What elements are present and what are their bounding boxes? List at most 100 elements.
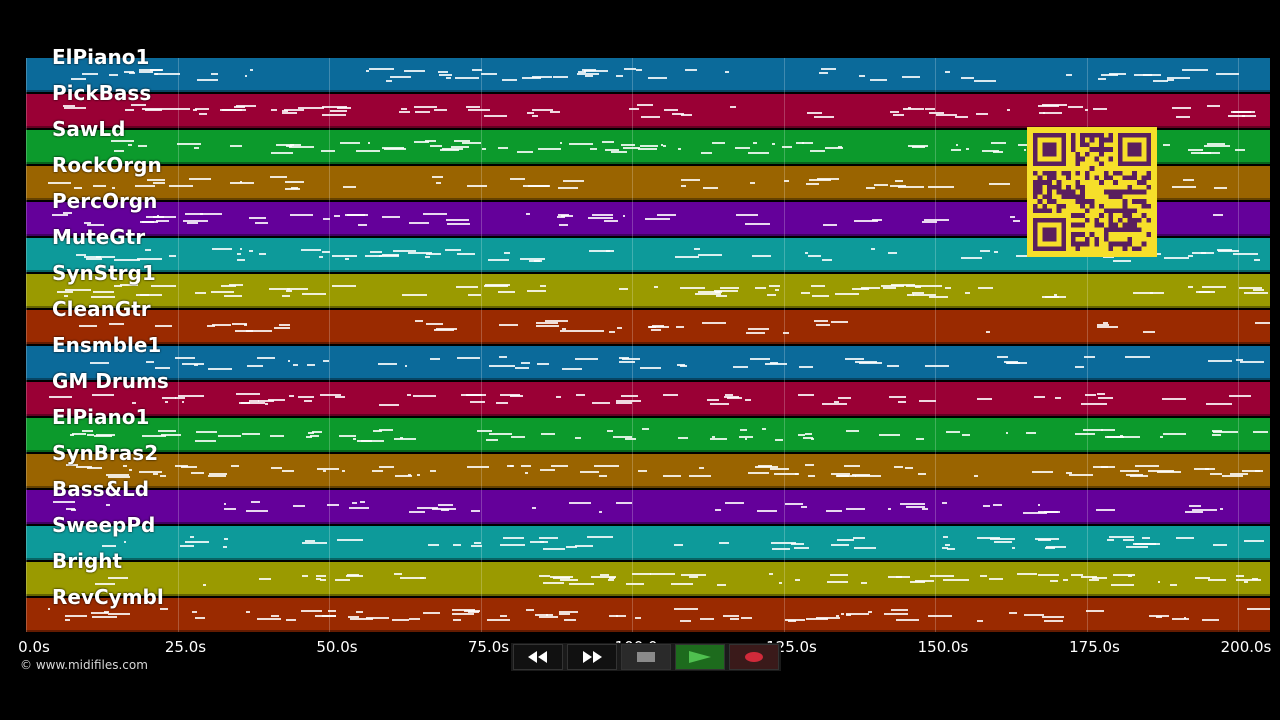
note <box>315 577 321 580</box>
note <box>1038 538 1051 541</box>
note <box>1012 220 1020 223</box>
note <box>392 249 416 252</box>
note <box>520 361 530 364</box>
note <box>802 437 814 440</box>
note <box>681 184 687 187</box>
note <box>1233 110 1255 113</box>
note <box>81 73 99 76</box>
note <box>1101 465 1115 468</box>
note <box>752 141 757 144</box>
note <box>589 147 597 150</box>
note <box>390 75 411 78</box>
note <box>343 185 356 188</box>
note <box>239 180 243 183</box>
note <box>86 223 104 226</box>
note <box>634 616 641 619</box>
note <box>1152 79 1168 82</box>
note <box>779 582 783 585</box>
note <box>874 183 889 186</box>
note <box>359 501 366 504</box>
note <box>1101 428 1115 431</box>
note <box>114 284 122 287</box>
note <box>1162 144 1171 147</box>
note <box>439 73 452 76</box>
note <box>837 539 855 542</box>
note <box>944 286 952 289</box>
note <box>906 505 926 508</box>
note <box>591 576 617 579</box>
rewind-icon <box>528 651 547 663</box>
note <box>585 74 593 77</box>
record-button[interactable] <box>729 644 779 670</box>
note <box>846 508 866 511</box>
note <box>749 357 771 360</box>
note <box>840 612 844 615</box>
note <box>921 508 929 511</box>
note <box>1010 216 1015 219</box>
note <box>707 399 719 402</box>
note <box>105 503 110 506</box>
track-label: RevCymbl <box>52 585 164 609</box>
note <box>769 362 779 365</box>
note <box>1075 366 1085 369</box>
copyright-text: © www.midifiles.com <box>20 658 148 672</box>
note <box>144 108 162 111</box>
note <box>685 69 698 72</box>
fast-forward-button[interactable] <box>567 644 617 670</box>
note <box>804 464 815 467</box>
note <box>256 617 281 620</box>
note <box>1212 431 1238 434</box>
note <box>210 73 218 76</box>
note <box>1182 178 1195 181</box>
note <box>1053 294 1058 297</box>
note <box>747 151 770 154</box>
note <box>914 579 935 582</box>
note <box>1024 614 1045 617</box>
note <box>538 147 561 150</box>
note <box>973 474 979 477</box>
note <box>663 394 678 397</box>
note <box>144 249 152 252</box>
note <box>457 252 476 255</box>
note <box>853 220 875 223</box>
note <box>745 399 752 402</box>
note <box>637 469 648 472</box>
note <box>224 502 227 505</box>
note <box>424 255 430 258</box>
note <box>289 145 314 148</box>
note <box>1188 149 1204 152</box>
note <box>181 362 204 365</box>
note <box>894 180 904 183</box>
note <box>417 473 420 476</box>
note <box>509 177 526 180</box>
note <box>288 360 291 363</box>
play-button[interactable] <box>675 644 725 670</box>
note <box>798 366 813 369</box>
note <box>675 256 700 259</box>
note <box>1199 290 1216 293</box>
rewind-button[interactable] <box>513 644 563 670</box>
note <box>255 221 269 224</box>
note <box>805 432 812 435</box>
note <box>884 613 908 616</box>
note <box>1092 108 1108 111</box>
note <box>64 614 87 617</box>
note <box>486 439 499 442</box>
note <box>1022 511 1047 514</box>
note <box>334 578 351 581</box>
note <box>1081 402 1107 405</box>
stop-button[interactable] <box>621 644 671 670</box>
note <box>319 578 327 581</box>
note <box>1172 106 1192 109</box>
note <box>327 503 339 506</box>
note <box>645 217 670 220</box>
note <box>499 544 525 547</box>
note <box>286 289 293 292</box>
note <box>286 144 293 147</box>
note <box>114 150 124 153</box>
note <box>1185 511 1203 514</box>
note <box>867 611 873 614</box>
note <box>281 295 290 298</box>
note <box>775 288 780 291</box>
note <box>638 147 658 150</box>
